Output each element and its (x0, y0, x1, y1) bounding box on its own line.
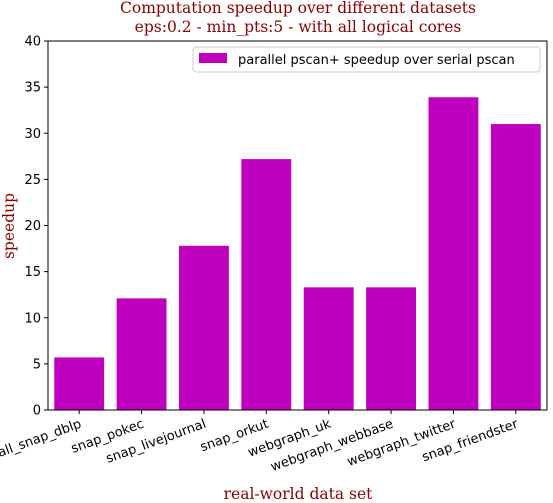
y-tick-label: 10 (24, 311, 41, 326)
y-tick-label: 25 (24, 173, 41, 188)
y-tick-label: 0 (33, 404, 41, 419)
bar-snap_orkut (241, 159, 292, 410)
bar-snap_pokec (116, 298, 167, 410)
legend-swatch (199, 53, 227, 63)
bar-small_snap_dblp (54, 357, 105, 410)
bar-webgraph_twitter (428, 97, 479, 411)
y-tick-label: 20 (24, 219, 41, 234)
y-axis-label: speedup (0, 193, 18, 259)
y-tick-label: 15 (24, 265, 41, 280)
y-tick-label: 40 (24, 35, 41, 50)
bar-snap_livejournal (178, 245, 229, 410)
legend-label: parallel pscan+ speedup over serial psca… (238, 53, 515, 68)
bar-webgraph_uk (303, 287, 354, 410)
legend: parallel pscan+ speedup over serial psca… (192, 46, 541, 73)
y-tick-label: 35 (24, 81, 41, 96)
chart-title: Computation speedup over different datas… (120, 0, 476, 17)
x-axis-label: real-world data set (224, 485, 374, 503)
y-tick-label: 5 (33, 357, 41, 372)
bar-snap_friendster (490, 124, 541, 411)
chart-subtitle: eps:0.2 - min_pts:5 - with all logical c… (135, 18, 462, 36)
bar-webgraph_webbase (366, 287, 417, 410)
legend-box (192, 46, 541, 73)
y-tick-label: 30 (24, 127, 41, 142)
plot-area: 0510152025303540small_snap_dblpsnap_poke… (0, 35, 548, 475)
